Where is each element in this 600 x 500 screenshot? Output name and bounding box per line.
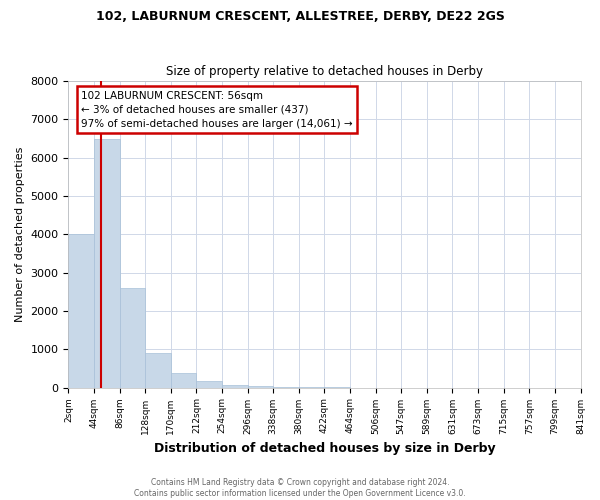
Y-axis label: Number of detached properties: Number of detached properties bbox=[15, 146, 25, 322]
Bar bbox=[171, 373, 196, 388]
Title: Size of property relative to detached houses in Derby: Size of property relative to detached ho… bbox=[166, 66, 483, 78]
Text: 102 LABURNUM CRESCENT: 56sqm
← 3% of detached houses are smaller (437)
97% of se: 102 LABURNUM CRESCENT: 56sqm ← 3% of det… bbox=[81, 90, 353, 128]
Text: Contains HM Land Registry data © Crown copyright and database right 2024.
Contai: Contains HM Land Registry data © Crown c… bbox=[134, 478, 466, 498]
Bar bbox=[119, 288, 145, 388]
Bar bbox=[196, 382, 222, 388]
Bar bbox=[94, 138, 119, 388]
Bar bbox=[248, 386, 273, 388]
Bar bbox=[222, 384, 248, 388]
X-axis label: Distribution of detached houses by size in Derby: Distribution of detached houses by size … bbox=[154, 442, 495, 455]
Text: 102, LABURNUM CRESCENT, ALLESTREE, DERBY, DE22 2GS: 102, LABURNUM CRESCENT, ALLESTREE, DERBY… bbox=[95, 10, 505, 23]
Bar bbox=[68, 234, 94, 388]
Bar bbox=[145, 353, 171, 388]
